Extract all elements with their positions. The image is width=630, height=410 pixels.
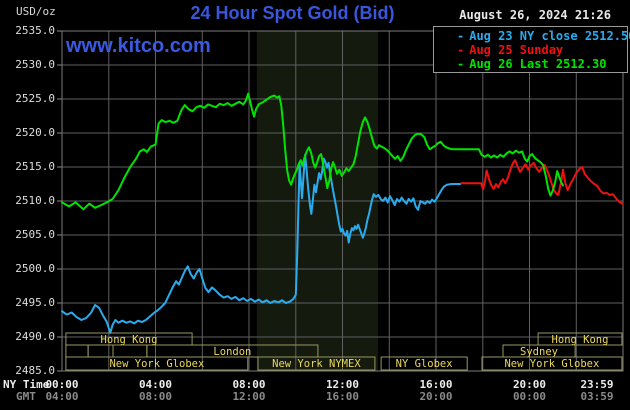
- y-tick-label: 2535.0: [15, 24, 55, 37]
- y-tick-label: 2495.0: [15, 296, 55, 309]
- series-line-aug-23-ny-close-2512.50: [61, 153, 462, 334]
- x-tick-gmt: 03:59: [580, 390, 614, 403]
- x-tick-ny: 04:00: [138, 378, 173, 391]
- x-tick-ny: 16:00: [419, 378, 453, 391]
- y-tick-label: 2515.0: [15, 160, 55, 173]
- legend-item-label: Aug 25 Sunday: [469, 43, 564, 57]
- session-box-new-york-globex: [481, 356, 623, 371]
- session-label: New York NYMEX: [272, 358, 361, 370]
- x-tick-gmt: 16:00: [325, 390, 360, 403]
- ny-time-axis-label: NY Time: [3, 378, 50, 391]
- legend-item-aug26: - Aug 26 Last 2512.30: [457, 57, 627, 71]
- timestamp: August 26, 2024 21:26: [459, 8, 611, 22]
- y-tick-label: 2485.0: [15, 364, 55, 377]
- kitco-website-link[interactable]: www.kitco.com: [66, 35, 211, 57]
- y-tick-label: 2505.0: [15, 228, 55, 241]
- series-line-aug-25-sunday: [460, 159, 624, 205]
- y-tick-label: 2490.0: [15, 330, 55, 343]
- x-tick-gmt: 08:00: [138, 390, 173, 403]
- x-tick-ny: 23:59: [580, 378, 614, 391]
- legend-item-label: Aug 26 Last 2512.30: [469, 57, 607, 71]
- legend-box: - Aug 23 NY close 2512.50 - Aug 25 Sunday …: [433, 26, 630, 73]
- session-label: Hong Kong: [552, 334, 609, 346]
- legend-line-marker: -: [457, 57, 465, 71]
- session-label: NY Globex: [396, 358, 453, 370]
- x-tick-ny: 00:00: [45, 378, 79, 391]
- session-box-hong-kong: [537, 332, 623, 346]
- y-tick-label: 2500.0: [15, 262, 55, 275]
- session-box-ny-globex: [380, 356, 468, 371]
- x-tick-ny: 12:00: [325, 378, 360, 391]
- y-tick-label: 2525.0: [15, 92, 55, 105]
- y-tick-label: 2520.0: [15, 126, 55, 139]
- legend-item-label: Aug 23 NY close 2512.50: [469, 29, 630, 43]
- session-box: [112, 344, 148, 358]
- plot-border: [61, 30, 624, 372]
- gmt-axis-label: GMT: [16, 390, 36, 403]
- x-tick-gmt: 12:00: [232, 390, 266, 403]
- legend-line-marker: -: [457, 43, 465, 57]
- session-label: New York Globex: [504, 358, 599, 370]
- legend-item-aug25: - Aug 25 Sunday: [457, 43, 627, 57]
- unit-label: USD/oz: [16, 5, 56, 18]
- session-box: [65, 344, 89, 358]
- x-tick-gmt: 04:00: [45, 390, 79, 403]
- y-tick-label: 2510.0: [15, 194, 55, 207]
- x-tick-ny: 20:00: [512, 378, 547, 391]
- session-label: Sydney: [520, 346, 558, 358]
- series-line-aug-26-last-2512.30: [61, 92, 564, 211]
- legend-line-marker: -: [457, 29, 465, 43]
- session-box-new-york-nymex: [257, 356, 376, 371]
- session-box-new-york-globex: [65, 356, 249, 371]
- x-tick-ny: 08:00: [232, 378, 266, 391]
- session-label: Hong Kong: [101, 334, 158, 346]
- legend-item-aug23: - Aug 23 NY close 2512.50: [457, 29, 630, 43]
- y-tick-label: 2530.0: [15, 58, 55, 71]
- page-title: 24 Hour Spot Gold (Bid): [190, 3, 395, 23]
- session-label: London: [213, 346, 251, 358]
- x-tick-gmt: 00:00: [512, 390, 547, 403]
- x-tick-gmt: 20:00: [419, 390, 453, 403]
- session-label: New York Globex: [109, 358, 204, 370]
